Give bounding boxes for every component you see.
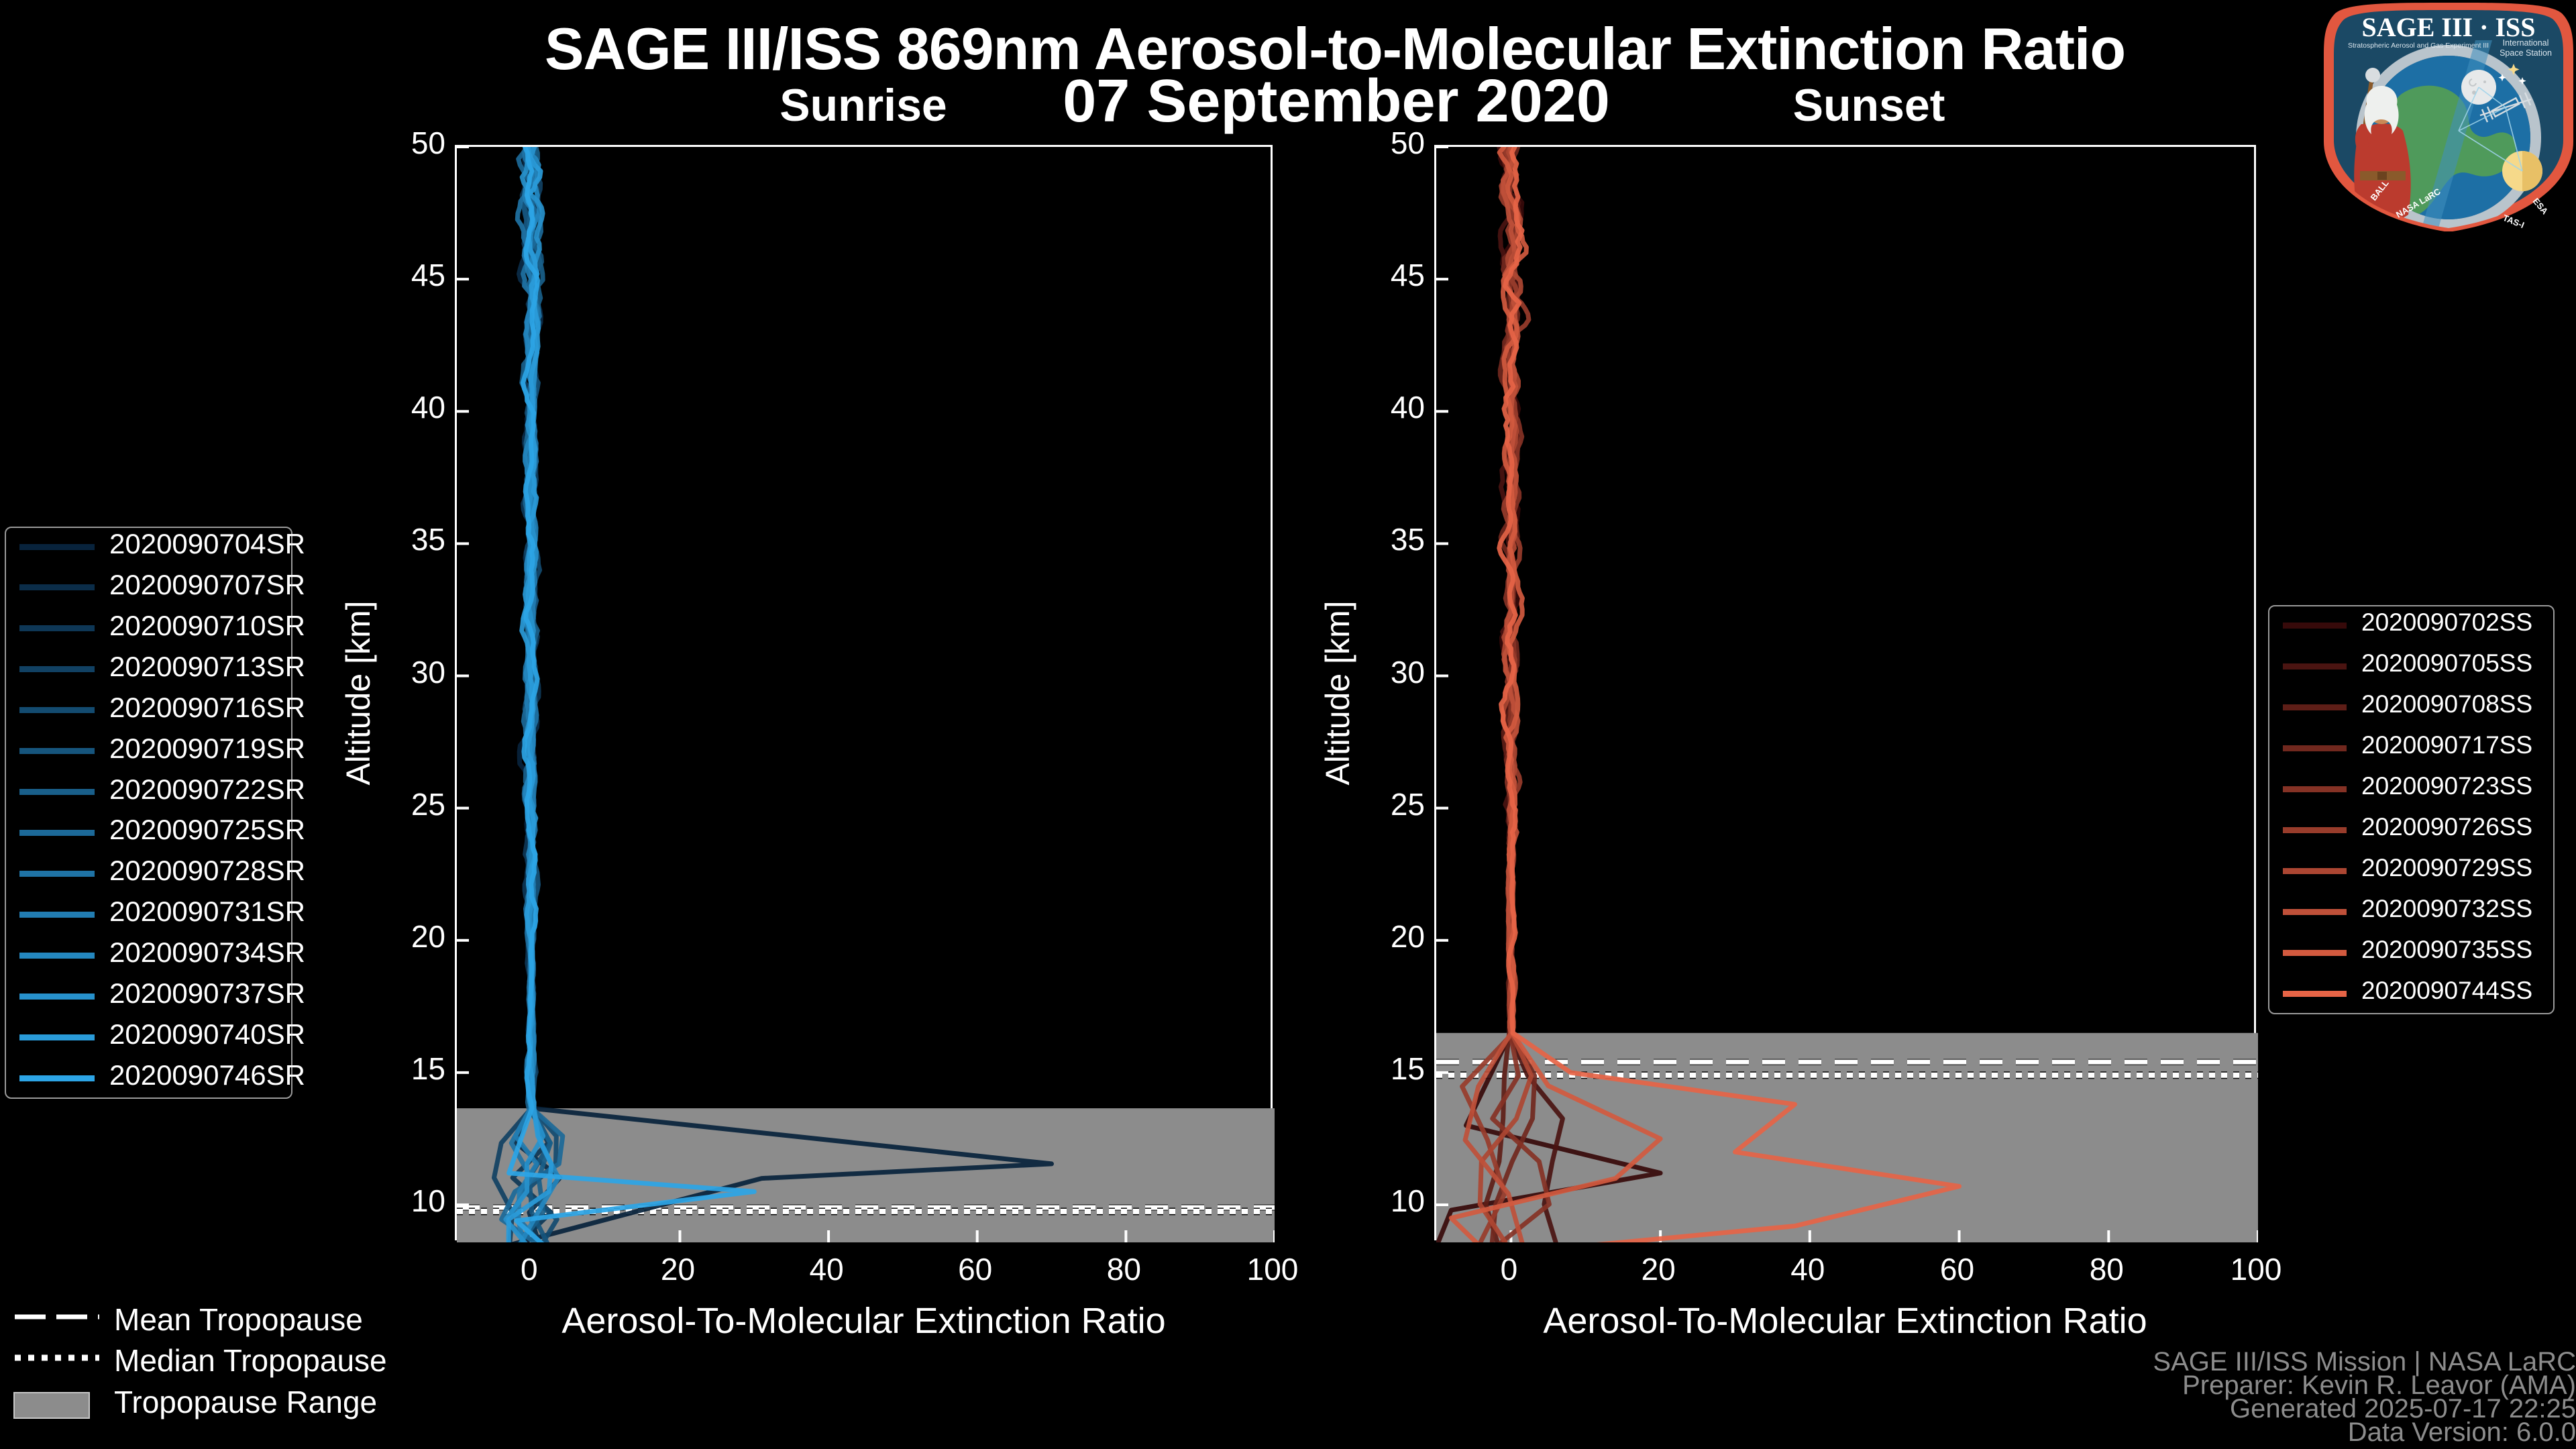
svg-text:TAS-I: TAS-I: [2502, 213, 2526, 230]
svg-text:Space Station: Space Station: [2500, 48, 2552, 58]
svg-text:Stratospheric Aerosol and Gas: Stratospheric Aerosol and Gas Experiment…: [2348, 42, 2489, 50]
svg-text:International: International: [2503, 38, 2549, 48]
